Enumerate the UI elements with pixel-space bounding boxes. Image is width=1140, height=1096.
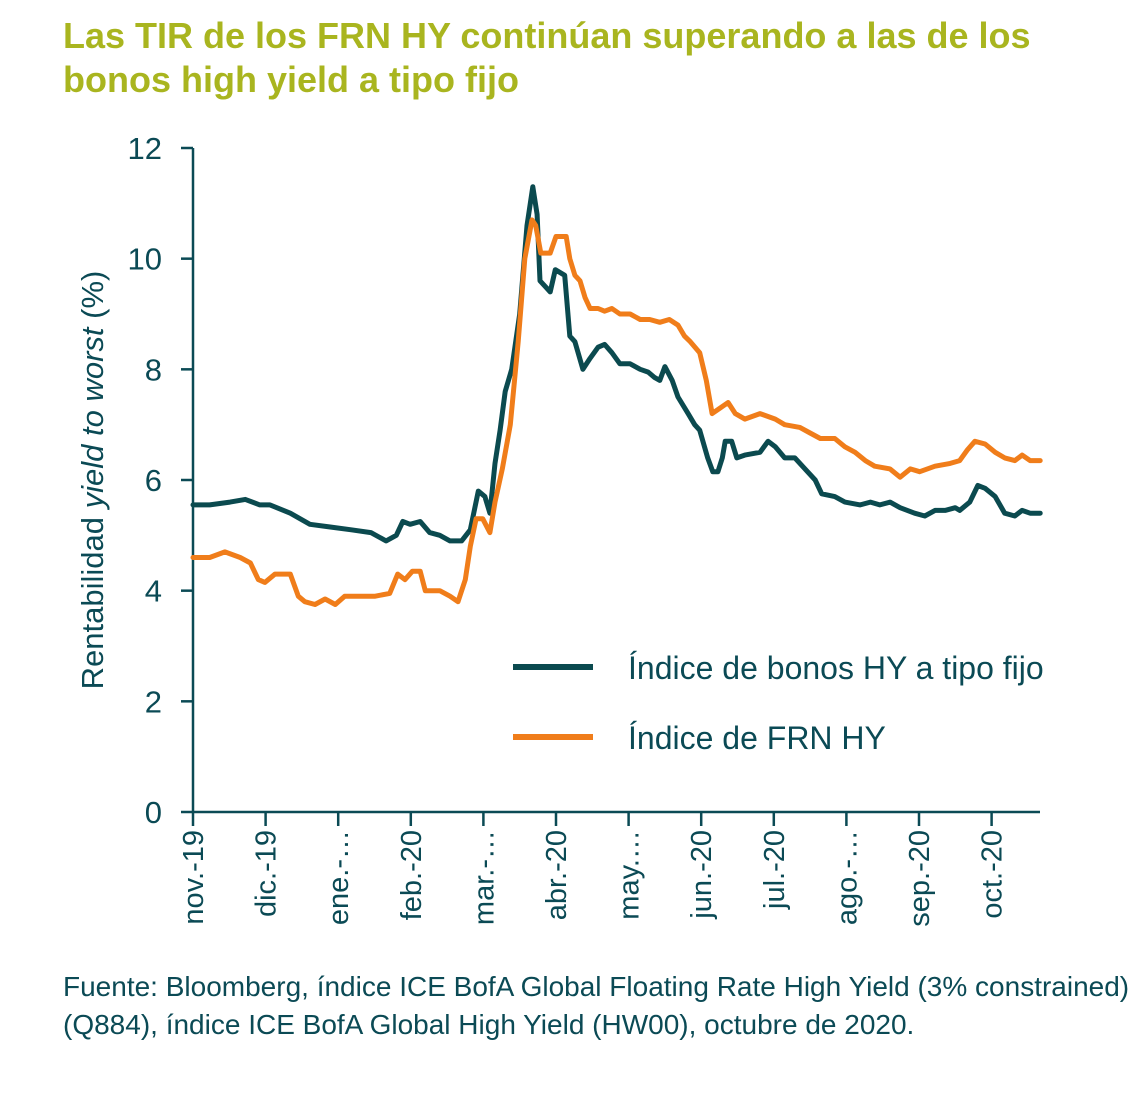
y-tick-label: 10 [128, 242, 162, 277]
legend-label-frn: Índice de FRN HY [628, 720, 886, 756]
y-tick-label: 2 [145, 684, 162, 719]
series-line-frn-hy [190, 217, 1043, 607]
y-tick-label: 8 [145, 352, 162, 387]
chart-title: Las TIR de los FRN HY continúan superand… [63, 15, 1031, 100]
x-tick-label: feb.-20 [396, 830, 428, 920]
x-tick-label: abr.-20 [541, 830, 573, 920]
x-tick-label: dic.-19 [251, 830, 283, 917]
x-tick-label: ago.-… [831, 830, 863, 925]
source-note: Fuente: Bloomberg, índice ICE BofA Globa… [63, 971, 1130, 1040]
y-tick-label: 6 [145, 463, 162, 498]
y-axis-ticks: 0 2 4 6 8 10 12 [128, 131, 193, 830]
x-tick-label: jul.-20 [759, 830, 791, 910]
x-tick-label: oct.-20 [977, 830, 1009, 919]
x-tick-label: jun.-20 [686, 830, 718, 920]
y-tick-label: 0 [145, 795, 162, 830]
y-axis-label: Rentabilidad yield to worst (%) [75, 271, 110, 690]
series-line-fixed-hy [190, 184, 1043, 544]
x-tick-label: nov.-19 [178, 830, 210, 925]
y-tick-label: 12 [128, 131, 162, 166]
x-axis-ticks: nov.-19 dic.-19 ene.-… feb.-20 mar.-… abr.-20… [178, 812, 1009, 927]
x-tick-label: may.… [614, 830, 646, 920]
x-tick-label: sep.-20 [904, 830, 936, 927]
legend: Índice de bonos HY a tipo fijo Índice de… [513, 650, 1044, 756]
x-tick-label: mar.-… [468, 830, 500, 925]
y-tick-label: 4 [145, 574, 162, 609]
x-tick-label: ene.-… [323, 830, 355, 925]
legend-label-fixed: Índice de bonos HY a tipo fijo [628, 650, 1044, 686]
